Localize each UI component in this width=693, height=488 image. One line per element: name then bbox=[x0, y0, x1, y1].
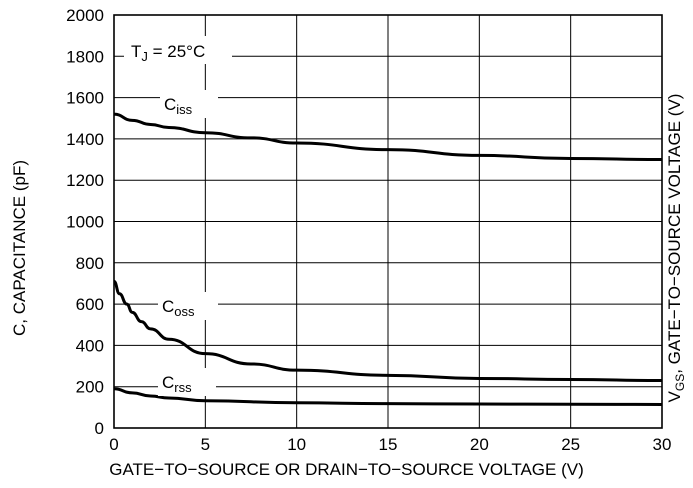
x-tick-label: 15 bbox=[379, 435, 398, 454]
plot-frame bbox=[113, 14, 663, 429]
y-axis-label-left-text: C, CAPACITANCE (pF) bbox=[10, 160, 29, 336]
x-tick-label: 0 bbox=[109, 435, 118, 454]
x-tick-label: 5 bbox=[201, 435, 210, 454]
y-tick-label: 2000 bbox=[66, 6, 104, 25]
x-tick-label: 30 bbox=[653, 435, 672, 454]
y-tick-label: 600 bbox=[76, 295, 104, 314]
y-tick-label: 1400 bbox=[66, 130, 104, 149]
y-axis-label-right-sub: GS bbox=[673, 373, 688, 392]
y-tick-label: 400 bbox=[76, 336, 104, 355]
annotation-background bbox=[124, 36, 232, 64]
series-label-ciss: Ciss bbox=[164, 95, 193, 117]
series-line-crss bbox=[113, 387, 663, 406]
series-line-coss bbox=[113, 279, 663, 383]
y-tick-label: 1800 bbox=[66, 47, 104, 66]
temperature-annotation: TJ = 25°C bbox=[131, 42, 205, 64]
x-tick-label: 20 bbox=[470, 435, 489, 454]
x-axis-label: GATE−TO−SOURCE OR DRAIN−TO−SOURCE VOLTAG… bbox=[109, 460, 584, 479]
series-label-background bbox=[158, 368, 216, 396]
x-tick-label: 10 bbox=[287, 435, 306, 454]
series-line-ciss bbox=[113, 112, 663, 162]
series-label-coss: Coss bbox=[162, 297, 195, 319]
y-tick-label: 1000 bbox=[66, 213, 104, 232]
y-axis-label-right-text: VGS, GATE−TO−SOURCE VOLTAGE (V) bbox=[665, 94, 687, 403]
y-axis-label-right-rest: , GATE−TO−SOURCE VOLTAGE (V) bbox=[664, 93, 684, 374]
series-label-crss: Crss bbox=[162, 373, 192, 395]
y-axis-label-right-main: V bbox=[664, 391, 684, 403]
y-tick-label: 200 bbox=[76, 378, 104, 397]
y-tick-label: 0 bbox=[95, 419, 104, 438]
series-label-background bbox=[160, 90, 218, 118]
y-tick-label: 1200 bbox=[66, 171, 104, 190]
series-label-background bbox=[158, 292, 218, 320]
y-tick-label: 800 bbox=[76, 254, 104, 273]
y-tick-label: 1600 bbox=[66, 89, 104, 108]
x-tick-label: 25 bbox=[561, 435, 580, 454]
